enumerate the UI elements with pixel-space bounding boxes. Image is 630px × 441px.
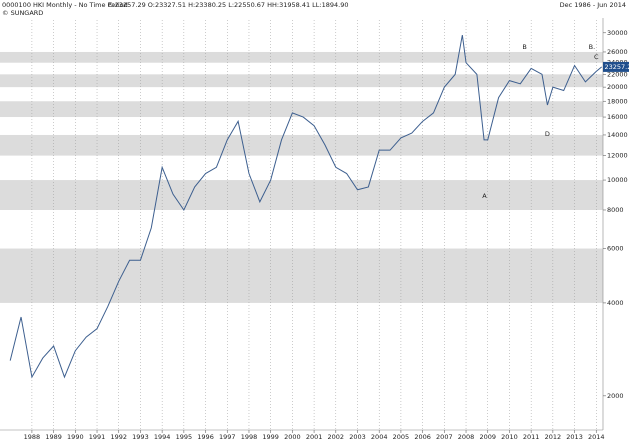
x-tick-label: 2003: [349, 433, 366, 441]
x-tick-label: 1998: [241, 433, 258, 441]
y-tick-label: 6000: [607, 245, 624, 253]
x-tick-label: 1999: [262, 433, 279, 441]
annotation: D: [545, 130, 550, 138]
y-tick-label: 10000: [607, 176, 628, 184]
y-tick-label: 18000: [607, 97, 628, 105]
x-tick-label: 1994: [154, 433, 171, 441]
last-price-box: [603, 61, 629, 72]
grid: [31, 20, 597, 430]
annotation: C: [594, 53, 599, 61]
x-tick-label: 2007: [436, 433, 453, 441]
x-tick-label: 2004: [371, 433, 388, 441]
y-tick-label: 16000: [607, 113, 628, 121]
x-tick-label: 1990: [67, 433, 84, 441]
x-tick-label: 2001: [306, 433, 323, 441]
chart-title: 0000100 HKI Monthly - No Time Period: [2, 1, 128, 9]
x-tick-label: 1996: [197, 433, 214, 441]
y-tick-label: 20000: [607, 83, 628, 91]
x-tick-label: 1991: [89, 433, 106, 441]
annotation: B: [522, 43, 526, 51]
annotation: A: [482, 192, 487, 200]
annotation: B.: [589, 43, 596, 51]
x-tick-label: 2014: [588, 433, 605, 441]
quote: C:23257.29 O:23327.51 H:23380.25 L:22550…: [108, 1, 349, 9]
x-tick-label: 2010: [501, 433, 518, 441]
x-tick-label: 2000: [284, 433, 301, 441]
band: [0, 180, 603, 210]
source: © SUNGARD: [2, 9, 43, 17]
y-tick-label: 12000: [607, 152, 628, 160]
x-tick-label: 1989: [45, 433, 62, 441]
x-tick-label: 2002: [328, 433, 345, 441]
x-tick-label: 2005: [393, 433, 410, 441]
band: [0, 51, 603, 63]
y-tick-label: 26000: [607, 48, 628, 56]
x-tick-label: 1988: [24, 433, 41, 441]
x-tick-label: 2013: [566, 433, 583, 441]
last-price-label: 23257.29: [605, 63, 630, 71]
x-tick-label: 2009: [479, 433, 496, 441]
x-tick-label: 1997: [219, 433, 236, 441]
x-tick-label: 2012: [545, 433, 562, 441]
date-range: Dec 1986 - Jun 2014: [560, 1, 626, 9]
y-tick-label: 30000: [607, 29, 628, 37]
y-tick-label: 2000: [607, 392, 624, 400]
price-line: [9, 34, 603, 379]
x-tick-label: 2006: [414, 433, 431, 441]
y-tick-label: 22000: [607, 70, 628, 78]
band: [0, 101, 603, 118]
y-tick-label: 8000: [607, 206, 624, 214]
y-tick-label: 4000: [607, 299, 624, 307]
x-tick-label: 2008: [458, 433, 475, 441]
x-tick-label: 1995: [176, 433, 193, 441]
y-tick-label: 14000: [607, 131, 628, 139]
x-tick-label: 2011: [523, 433, 540, 441]
band: [0, 74, 603, 88]
x-tick-label: 1992: [110, 433, 127, 441]
band: [0, 248, 603, 303]
x-tick-label: 1993: [132, 433, 149, 441]
band: [0, 134, 603, 156]
